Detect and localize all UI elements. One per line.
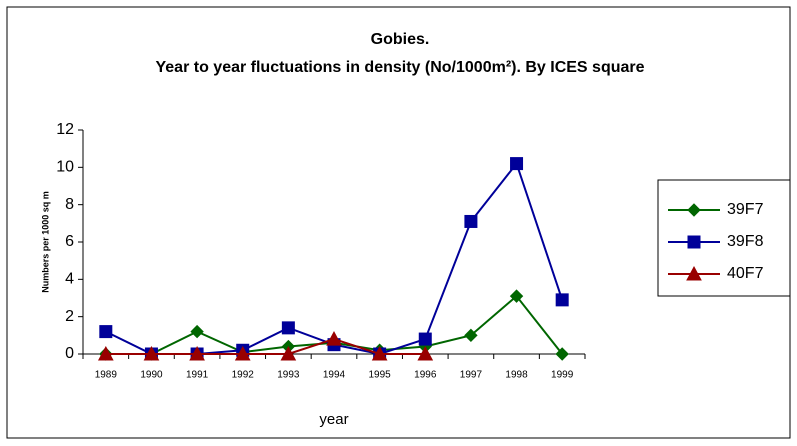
data-point <box>190 324 204 339</box>
data-point <box>234 345 251 361</box>
x-tick-label: 1991 <box>186 370 209 381</box>
legend-box <box>657 179 791 297</box>
x-tick-label: 1999 <box>551 370 574 381</box>
y-tick-label: 8 <box>65 196 74 213</box>
data-point <box>189 345 205 361</box>
x-tick-label: 1990 <box>140 370 163 381</box>
x-tick-label: 1996 <box>414 370 437 381</box>
legend-label: 39F7 <box>727 201 764 218</box>
data-point <box>281 321 295 335</box>
x-tick-label: 1998 <box>505 370 528 381</box>
data-point <box>280 345 297 361</box>
x-tick-label: 1989 <box>95 370 118 381</box>
y-tick-label: 2 <box>65 308 74 325</box>
legend-marker <box>687 203 701 217</box>
x-tick-label: 1997 <box>460 370 483 381</box>
data-point <box>510 157 524 171</box>
x-tick-label: 1995 <box>369 370 392 381</box>
data-point <box>143 345 160 361</box>
data-point <box>555 347 569 361</box>
y-tick-label: 10 <box>56 159 74 176</box>
x-axis-label: year <box>319 411 348 428</box>
series-line <box>105 338 426 355</box>
legend-marker <box>686 265 702 281</box>
data-point <box>371 345 388 361</box>
data-point <box>555 293 569 307</box>
data-point <box>97 345 114 361</box>
y-tick-label: 12 <box>56 121 74 138</box>
y-tick-label: 4 <box>65 271 74 288</box>
data-point <box>326 331 342 346</box>
legend-label: 40F7 <box>727 265 764 282</box>
data-point <box>417 345 434 361</box>
data-point <box>418 332 432 346</box>
legend-marker <box>687 235 701 249</box>
chart-subtitle: Year to year fluctuations in density (No… <box>155 59 644 76</box>
y-tick-label: 6 <box>65 233 74 250</box>
data-point <box>464 328 478 343</box>
legend-label: 39F8 <box>727 233 764 250</box>
x-tick-label: 1993 <box>277 370 300 381</box>
x-tick-label: 1994 <box>323 370 346 381</box>
x-tick-label: 1992 <box>232 370 255 381</box>
data-point <box>99 325 113 339</box>
chart-title: Gobies. <box>371 31 430 48</box>
y-tick-label: 0 <box>65 345 74 362</box>
data-point <box>509 289 524 303</box>
y-axis-label: Numbers per 1000 sq m <box>40 191 50 293</box>
data-point <box>464 214 478 228</box>
